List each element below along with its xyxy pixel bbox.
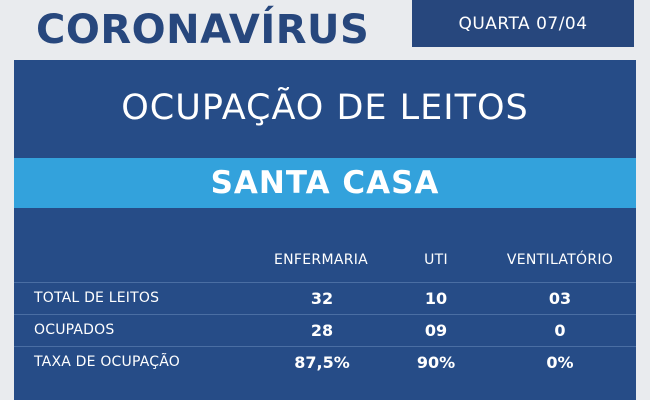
cell-value: 32 <box>310 289 334 308</box>
date-badge: QUARTA 07/04 <box>412 0 634 47</box>
cell-value: 10 <box>424 289 448 308</box>
cell-value: 0% <box>546 353 574 372</box>
cell-value: 87,5% <box>294 353 350 372</box>
column-header-ventilatorio: VENTILATÓRIO <box>506 252 614 268</box>
cell-value: 09 <box>424 321 448 340</box>
cell-value: 03 <box>548 289 572 308</box>
cell-value: 0 <box>554 321 566 340</box>
row-label: TAXA DE OCUPAÇÃO <box>34 354 180 370</box>
table-header-row: ENFERMARIA UTI VENTILATÓRIO <box>14 240 636 282</box>
date-label: QUARTA 07/04 <box>458 13 588 34</box>
row-label: TOTAL DE LEITOS <box>34 290 160 306</box>
occupancy-table: ENFERMARIA UTI VENTILATÓRIO TOTAL DE LEI… <box>14 240 636 378</box>
table-row-total: TOTAL DE LEITOS 32 10 03 <box>14 282 636 314</box>
cell-value: 90% <box>416 353 456 372</box>
table-row-ocupados: OCUPADOS 28 09 0 <box>14 314 636 346</box>
hospital-name: SANTA CASA <box>210 165 440 201</box>
panel-title: OCUPAÇÃO DE LEITOS <box>121 88 529 128</box>
column-header-enfermaria: ENFERMARIA <box>274 252 369 268</box>
occupancy-panel: OCUPAÇÃO DE LEITOS SANTA CASA ENFERMARIA… <box>14 60 636 400</box>
brand-title: CORONAVÍRUS <box>36 7 370 53</box>
cell-value: 28 <box>310 321 334 340</box>
hospital-band: SANTA CASA <box>14 158 636 208</box>
column-header-uti: UTI <box>424 252 448 268</box>
table-row-taxa: TAXA DE OCUPAÇÃO 87,5% 90% 0% <box>14 346 636 378</box>
row-label: OCUPADOS <box>34 322 115 338</box>
